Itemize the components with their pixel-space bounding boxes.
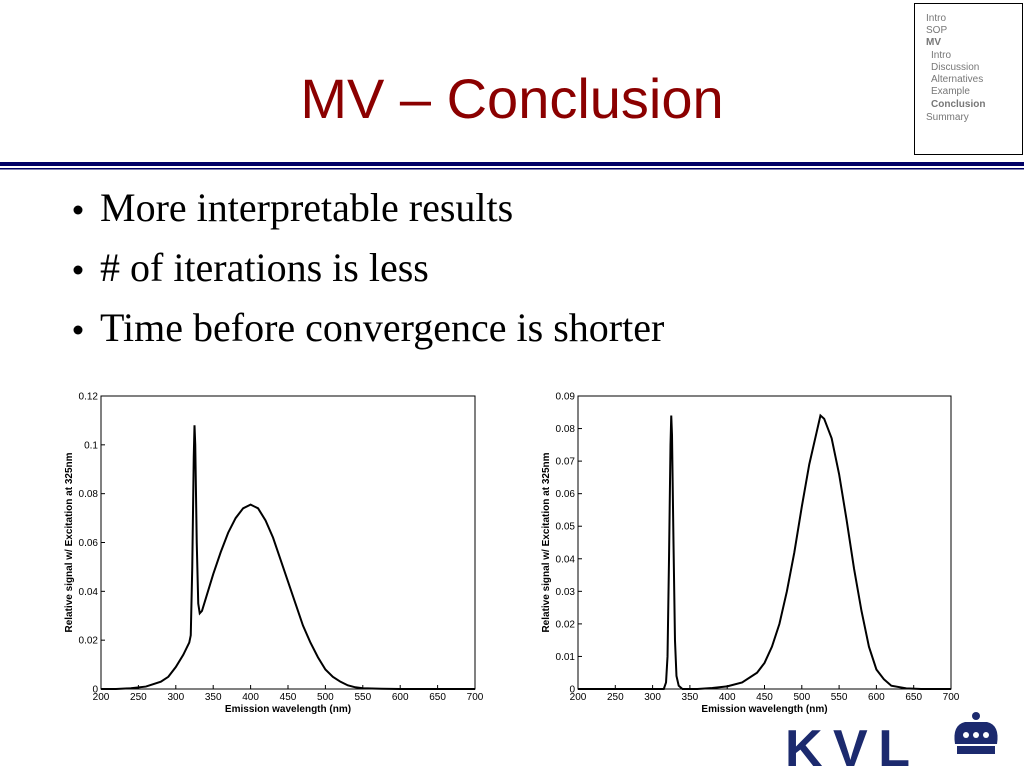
y-tick-label: 0.06: [556, 489, 576, 500]
y-tick-label: 0: [569, 685, 575, 696]
nav-item: Discussion: [931, 62, 979, 73]
y-tick-label: 0.12: [79, 392, 99, 403]
crown: [963, 732, 969, 738]
bullet-dot: [73, 205, 83, 215]
crown: [957, 746, 995, 754]
bullet-dot: [73, 265, 83, 275]
x-tick-label: 350: [682, 692, 699, 703]
crown: [973, 732, 979, 738]
nav-item: MV: [926, 37, 941, 48]
nav-item: Intro: [931, 50, 951, 61]
y-tick-label: 0.08: [556, 424, 576, 435]
crown: [972, 712, 980, 720]
x-tick-label: 200: [93, 692, 110, 703]
data-line: [578, 413, 951, 690]
y-tick-label: 0.05: [556, 522, 576, 533]
nav-item: Conclusion: [931, 99, 985, 110]
x-tick-label: 650: [905, 692, 922, 703]
nav-item: Intro: [926, 13, 946, 24]
x-tick-label: 350: [205, 692, 222, 703]
logo: KVL: [785, 712, 998, 768]
x-tick-label: 550: [831, 692, 848, 703]
nav: Intro SOP MV Intro Discussion Alternativ…: [926, 13, 985, 123]
chart: 200 250 300 350 400 450 500 550 600 650 700 0 0.02 0.…: [64, 392, 484, 716]
y-tick-label: 0.04: [556, 554, 576, 565]
x-tick-label: 400: [719, 692, 736, 703]
y-tick-label: 0.04: [79, 587, 99, 598]
x-tick-label: 700: [943, 692, 960, 703]
bullets: More interpretable results # of iteratio…: [73, 185, 664, 350]
y-tick-label: 0.02: [79, 636, 99, 647]
nav-item: Summary: [926, 112, 969, 123]
x-tick-label: 500: [317, 692, 334, 703]
x-tick-label: 200: [570, 692, 587, 703]
y-tick-label: 0.09: [556, 392, 576, 403]
nav-item: SOP: [926, 25, 947, 36]
y-tick-label: 0.1: [84, 440, 98, 451]
x-tick-label: 300: [644, 692, 661, 703]
x-tick-label: 700: [467, 692, 484, 703]
y-tick-label: 0: [92, 685, 98, 696]
bullet-dot: [73, 325, 83, 335]
x-tick-label: 650: [429, 692, 446, 703]
rule: [0, 168, 1024, 170]
x-tick-label: 600: [868, 692, 885, 703]
y-tick-label: 0.02: [556, 619, 576, 630]
y-tick-label: 0.07: [556, 457, 576, 468]
y-axis-label: Relative signal w/ Excitation at 325nm: [541, 452, 552, 632]
y-tick-label: 0.03: [556, 587, 576, 598]
x-tick-label: 450: [280, 692, 297, 703]
x-tick-label: 550: [354, 692, 371, 703]
nav-item: Alternatives: [931, 74, 983, 85]
bullet: Time before convergence is shorter: [100, 305, 664, 350]
y-tick-label: 0.06: [79, 538, 99, 549]
x-tick-label: 300: [167, 692, 184, 703]
nav-item: Example: [931, 86, 970, 97]
y-axis-label: Relative signal w/ Excitation at 325nm: [64, 452, 75, 632]
chart: 200 250 300 350 400 450 500 550 600 650 700 0 0.01 0.…: [541, 392, 960, 716]
crown: [983, 732, 989, 738]
y-tick-label: 0.01: [556, 652, 576, 663]
rule: [0, 162, 1024, 166]
x-tick-label: 250: [130, 692, 147, 703]
x-tick-label: 400: [242, 692, 259, 703]
x-tick-label: 600: [392, 692, 409, 703]
x-tick-label: 250: [607, 692, 624, 703]
plot-area: [100, 395, 476, 690]
slide-title: MV – Conclusion: [300, 67, 723, 130]
x-axis-label: Emission wavelength (nm): [225, 704, 351, 715]
logo-text: KVL: [785, 720, 910, 768]
x-tick-label: 450: [756, 692, 773, 703]
data-line: [101, 425, 475, 690]
x-tick-label: 500: [793, 692, 810, 703]
plot-area: [577, 395, 952, 690]
bullet: More interpretable results: [100, 185, 513, 230]
nav-box: [914, 3, 1023, 155]
y-tick-label: 0.08: [79, 489, 99, 500]
x-axis-label: Emission wavelength (nm): [701, 704, 827, 715]
bullet: # of iterations is less: [100, 245, 429, 290]
